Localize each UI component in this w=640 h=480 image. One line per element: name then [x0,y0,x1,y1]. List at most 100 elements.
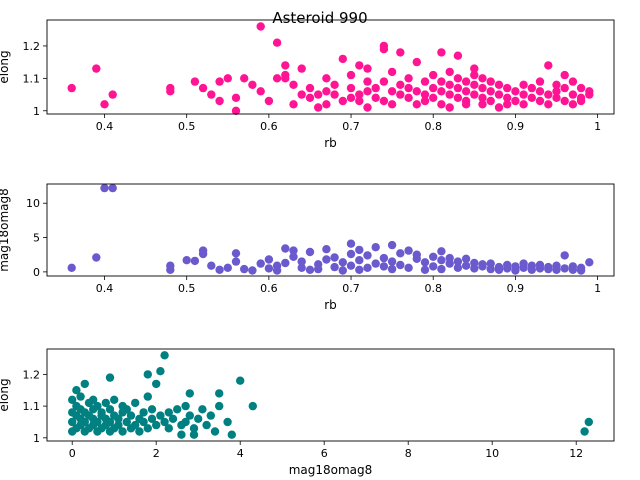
y-axis-1: 1 1.1 1.2 [23,40,47,118]
data-point [297,263,306,272]
data-point [100,100,109,109]
data-point [215,389,224,398]
plot-area-3 [46,348,615,442]
data-point [256,259,265,268]
data-point [122,405,131,414]
data-point [139,417,148,427]
data-point [264,96,274,106]
data-point [272,74,282,83]
data-point [437,256,446,265]
data-point [314,264,323,274]
data-point [552,93,561,103]
x-tick-label: 0.7 [342,282,360,295]
x-tick-label: 6 [321,447,328,460]
data-point [143,392,152,401]
data-point [387,240,397,250]
data-point [396,260,405,270]
data-point [231,249,241,258]
data-point [194,414,203,423]
data-point [461,100,471,109]
data-point [322,255,331,264]
data-point [100,183,109,193]
data-point [412,57,421,67]
data-point [486,96,495,106]
data-point [182,256,191,265]
data-point [185,389,194,398]
data-point [346,83,356,93]
data-point [166,265,175,274]
data-point [420,258,430,267]
data-point [322,100,331,109]
data-point [527,83,536,93]
x-tick-label: 1 [594,120,601,133]
data-point [461,87,471,96]
data-point [552,87,561,96]
x-tick-label: 4 [237,447,244,460]
data-point [223,263,232,272]
data-point [519,263,528,272]
data-point [248,80,257,90]
data-point [470,258,479,268]
data-point [68,395,77,404]
data-point [330,253,339,262]
data-point [576,83,586,93]
data-point [223,417,232,427]
data-point [240,74,249,83]
data-point [552,261,561,270]
data-point [445,80,454,90]
data-point [281,258,290,268]
data-point [527,261,536,270]
data-point [437,100,446,109]
data-point [215,401,224,411]
data-point [420,90,430,99]
data-point [404,263,413,272]
data-point [429,70,438,80]
y-axis-2: 0 5 10 [26,197,47,279]
data-point [346,70,356,80]
data-point [305,265,315,274]
data-point [289,100,298,109]
data-point [404,93,413,103]
data-point [248,266,257,275]
data-point [105,405,115,414]
x-tick-label: 0.7 [342,120,360,133]
data-point [143,424,152,433]
data-point [110,395,119,404]
data-point [198,249,208,259]
data-point [535,87,545,96]
data-point [207,90,216,99]
x-tick-label: 2 [153,447,160,460]
data-point [114,420,123,430]
data-point [404,74,413,83]
data-point [437,48,446,57]
data-point [445,103,454,112]
data-point [437,247,446,256]
x-tick-label: 8 [405,447,412,460]
data-point [105,417,115,427]
data-point [396,48,405,57]
plot-area-1 [46,19,615,115]
data-point [76,392,85,401]
data-point [437,264,446,274]
x-axis-3: 0 2 4 6 8 10 12 [69,441,583,460]
data-point [371,243,380,252]
data-point [68,417,77,427]
data-point [527,93,536,103]
data-point [164,424,173,433]
data-point [92,64,101,73]
x-tick-label: 0.8 [424,120,442,133]
data-point [396,249,405,258]
data-point [445,253,454,263]
data-point [387,264,397,274]
data-point [122,417,131,427]
data-point [185,411,194,420]
data-point [135,427,144,436]
data-point [437,87,446,96]
data-point [420,96,430,106]
x-tick-label: 0.6 [260,282,278,295]
data-point [173,405,182,414]
data-point [396,80,405,90]
data-point [486,87,495,96]
data-point [576,266,586,275]
data-point [453,257,463,266]
